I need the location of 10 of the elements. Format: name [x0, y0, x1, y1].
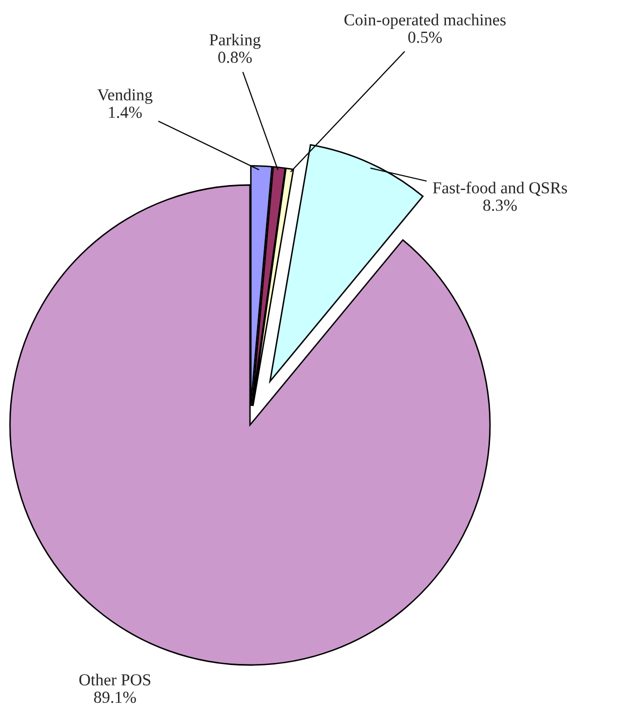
data-label: 0.5% — [408, 32, 442, 43]
slice-label: Parking — [210, 34, 261, 49]
data-label: 89.1% — [94, 692, 136, 703]
slice-label: Other POS — [79, 674, 150, 686]
data-label: 8.3% — [483, 200, 517, 211]
data-label: 0.8% — [218, 52, 252, 63]
slice-label: Coin-operated machines — [344, 14, 506, 29]
data-label: 1.4% — [109, 106, 142, 118]
slice-label: Vending — [97, 88, 152, 104]
slice-label: Fast-food and QSRs — [432, 182, 567, 196]
